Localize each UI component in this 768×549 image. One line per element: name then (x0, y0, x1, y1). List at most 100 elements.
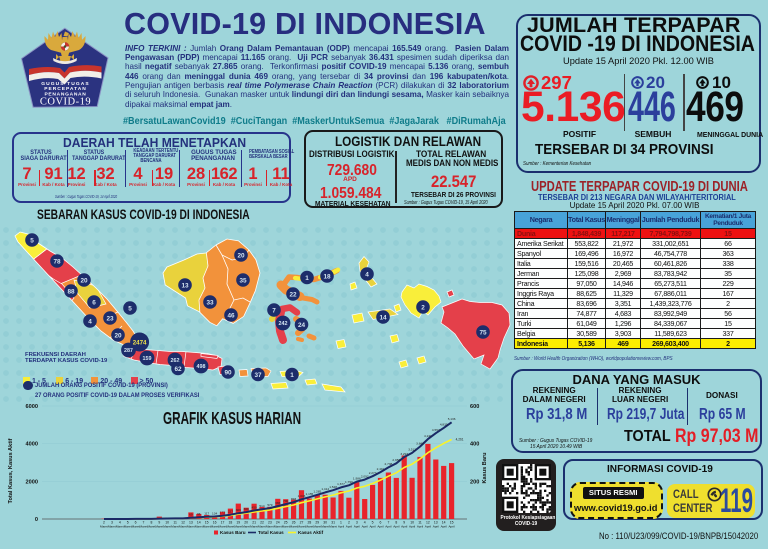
svg-text:37: 37 (254, 372, 262, 379)
svg-text:2,273: 2,273 (369, 471, 377, 475)
svg-text:4: 4 (365, 271, 369, 278)
svg-text:893: 893 (291, 497, 296, 501)
svg-text:2474: 2474 (133, 339, 147, 346)
svg-text:790: 790 (283, 499, 288, 503)
svg-text:Maret: Maret (226, 524, 234, 528)
svg-text:5: 5 (128, 305, 132, 312)
svg-text:3,293: 3,293 (400, 452, 408, 456)
svg-text:287: 287 (124, 348, 133, 354)
svg-text:April: April (417, 524, 424, 528)
svg-text:Total Kasus, Kasus Aktif: Total Kasus, Kasus Aktif (8, 438, 14, 503)
svg-text:Kasus Baru: Kasus Baru (482, 452, 488, 484)
svg-text:Kasus Baru: Kasus Baru (220, 530, 246, 535)
svg-text:Maret: Maret (187, 524, 195, 528)
svg-text:Maret: Maret (250, 524, 258, 528)
svg-text:April: April (425, 524, 432, 528)
svg-text:4: 4 (88, 318, 92, 325)
svg-text:Maret: Maret (321, 524, 329, 528)
svg-text:7: 7 (272, 307, 276, 314)
svg-text:April: April (385, 524, 392, 528)
svg-text:686: 686 (275, 501, 280, 505)
svg-text:227: 227 (228, 510, 233, 514)
svg-text:Maret: Maret (329, 524, 337, 528)
svg-text:1,155: 1,155 (306, 492, 314, 496)
svg-text:Total Kasus: Total Kasus (258, 530, 284, 535)
svg-text:159: 159 (143, 356, 152, 362)
svg-text:1,986: 1,986 (353, 476, 361, 480)
svg-text:5,136: 5,136 (448, 417, 456, 421)
svg-text:498: 498 (197, 364, 206, 370)
svg-text:1,046: 1,046 (298, 494, 306, 498)
svg-text:369: 369 (244, 507, 249, 511)
svg-text:2,491: 2,491 (377, 467, 385, 471)
svg-text:134: 134 (212, 511, 217, 515)
svg-text:Maret: Maret (313, 524, 321, 528)
svg-text:2,956: 2,956 (392, 458, 400, 462)
svg-text:20: 20 (237, 252, 245, 259)
svg-text:April: April (338, 524, 345, 528)
svg-text:514: 514 (259, 504, 264, 508)
svg-text:2,092: 2,092 (361, 474, 369, 478)
svg-text:46: 46 (227, 312, 235, 319)
svg-text:April: April (401, 524, 408, 528)
svg-text:April: April (448, 524, 455, 528)
svg-text:4,261: 4,261 (456, 438, 464, 442)
svg-text:Maret: Maret (242, 524, 250, 528)
svg-text:April: April (362, 524, 369, 528)
svg-text:April: April (377, 524, 384, 528)
svg-text:April: April (433, 524, 440, 528)
svg-text:Maret: Maret (266, 524, 274, 528)
svg-text:400: 400 (470, 442, 479, 448)
svg-text:Maret: Maret (305, 524, 313, 528)
svg-text:4,241: 4,241 (424, 434, 432, 438)
svg-text:24: 24 (298, 322, 306, 329)
svg-text:Maret: Maret (155, 524, 163, 528)
svg-text:69: 69 (189, 513, 193, 517)
svg-text:Maret: Maret (124, 524, 132, 528)
svg-text:579: 579 (267, 503, 272, 507)
svg-text:0: 0 (35, 517, 38, 523)
svg-text:GUGUS TUGAS: GUGUS TUGAS (41, 81, 90, 87)
svg-text:April: April (346, 524, 353, 528)
svg-text:April: April (354, 524, 361, 528)
svg-text:1: 1 (290, 372, 294, 379)
svg-text:20: 20 (80, 277, 88, 284)
svg-text:4000: 4000 (26, 442, 38, 448)
svg-text:117: 117 (204, 512, 209, 516)
svg-text:4,839: 4,839 (440, 423, 448, 427)
svg-text:6000: 6000 (26, 404, 38, 410)
svg-text:Maret: Maret (274, 524, 282, 528)
svg-text:35: 35 (239, 277, 247, 284)
svg-text:PERCEPATAN: PERCEPATAN (44, 86, 87, 92)
svg-text:18: 18 (323, 273, 331, 280)
svg-text:20: 20 (114, 332, 122, 339)
svg-text:3,512: 3,512 (408, 448, 416, 452)
svg-text:1,414: 1,414 (321, 487, 329, 491)
svg-text:309: 309 (236, 508, 241, 512)
svg-text:5: 5 (30, 237, 34, 244)
svg-text:Maret: Maret (140, 524, 148, 528)
svg-text:Maret: Maret (219, 524, 227, 528)
svg-text:14: 14 (379, 314, 387, 321)
svg-text:62: 62 (174, 366, 182, 373)
svg-text:Maret: Maret (195, 524, 203, 528)
svg-text:Maret: Maret (132, 524, 140, 528)
svg-text:1,528: 1,528 (329, 485, 337, 489)
svg-text:4,557: 4,557 (432, 428, 440, 432)
svg-text:Maret: Maret (100, 524, 108, 528)
svg-text:Maret: Maret (282, 524, 290, 528)
svg-text:Maret: Maret (290, 524, 298, 528)
svg-text:22: 22 (289, 291, 297, 298)
svg-text:96: 96 (197, 512, 201, 516)
svg-text:Maret: Maret (116, 524, 124, 528)
svg-text:75: 75 (479, 329, 487, 336)
svg-text:April: April (441, 524, 448, 528)
svg-text:1,285: 1,285 (313, 490, 321, 494)
svg-text:88: 88 (67, 288, 75, 295)
svg-text:13: 13 (181, 282, 189, 289)
svg-text:Maret: Maret (163, 524, 171, 528)
svg-text:242: 242 (279, 321, 288, 327)
svg-text:COVID-19: COVID-19 (40, 97, 91, 108)
svg-text:2,738: 2,738 (385, 462, 393, 466)
svg-text:Maret: Maret (108, 524, 116, 528)
